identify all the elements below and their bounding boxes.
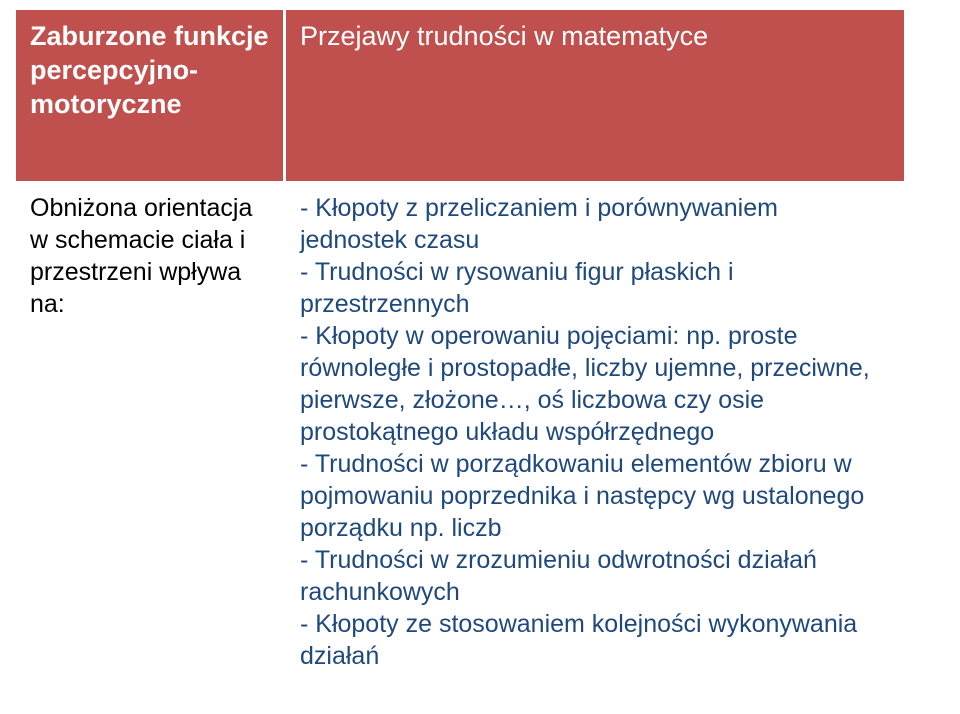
list-item: - Kłopoty z przeliczaniem i porównywanie… (300, 192, 890, 256)
content-table: Zaburzone funkcje percepcyjno-motoryczne… (16, 10, 904, 682)
header-right-text: Przejawy trudności w matematyce (300, 21, 708, 51)
left-column: Zaburzone funkcje percepcyjno-motoryczne… (16, 10, 286, 682)
header-left-cell: Zaburzone funkcje percepcyjno-motoryczne (16, 10, 286, 184)
list-item: - Trudności w zrozumieniu odwrotności dz… (300, 544, 890, 608)
header-right-cell: Przejawy trudności w matematyce (286, 10, 904, 184)
header-left-text: Zaburzone funkcje percepcyjno-motoryczne (30, 21, 269, 119)
body-right-cell: - Kłopoty z przeliczaniem i porównywanie… (286, 184, 904, 682)
list-item: - Kłopoty w operowaniu pojęciami: np. pr… (300, 320, 890, 448)
list-item: - Trudności w porządkowaniu elementów zb… (300, 448, 890, 544)
body-left-text: Obniżona orientacja w schemacie ciała i … (30, 194, 252, 318)
right-column: Przejawy trudności w matematyce - Kłopot… (286, 10, 904, 682)
body-left-cell: Obniżona orientacja w schemacie ciała i … (16, 184, 286, 330)
document-page: Zaburzone funkcje percepcyjno-motoryczne… (0, 0, 960, 714)
list-item: - Kłopoty ze stosowaniem kolejności wyko… (300, 608, 890, 672)
list-item: - Trudności w rysowaniu figur płaskich i… (300, 256, 890, 320)
